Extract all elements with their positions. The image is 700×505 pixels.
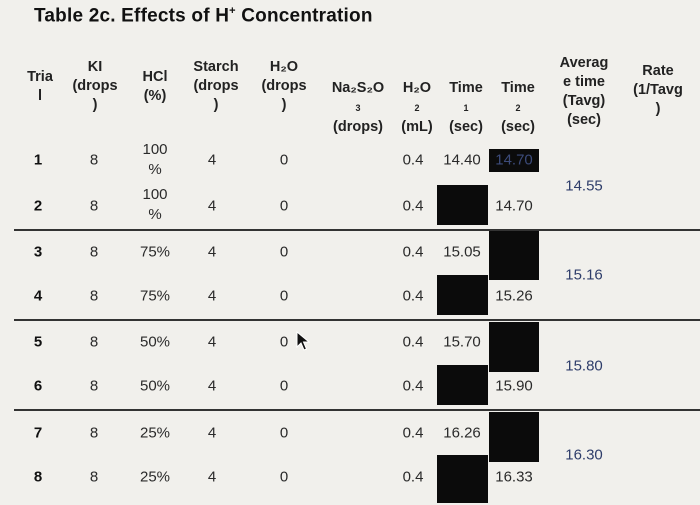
cell-hcl: 25% xyxy=(139,468,171,486)
average-time-value: 15.80 xyxy=(565,357,603,375)
header-ki: KI (drops ) xyxy=(72,59,118,113)
cell-starch: 4 xyxy=(207,424,217,442)
redaction-block xyxy=(437,455,488,503)
row-separator xyxy=(14,319,700,321)
cell-starch: 4 xyxy=(207,333,217,351)
cell-hcl: 100 % xyxy=(142,141,168,178)
cell-trial: 1 xyxy=(33,151,43,169)
cell-trial: 7 xyxy=(33,424,43,442)
average-time-value: 14.55 xyxy=(565,177,603,195)
table-title: Table 2c. Effects of H+ Concentration xyxy=(34,5,373,27)
header-starch: Starch (drops ) xyxy=(193,59,239,113)
mouse-pointer-icon xyxy=(296,331,310,351)
cell-time2: 14.70 xyxy=(495,151,533,169)
cell-time1: 15.05 xyxy=(443,243,481,261)
header-h2o-drops: H₂O (drops ) xyxy=(261,59,307,113)
cell-h2o-drops: 0 xyxy=(279,333,289,351)
cell-h2o-ml: 0.4 xyxy=(402,197,424,215)
header-trial: Tria l xyxy=(27,69,53,104)
cell-time2: 15.90 xyxy=(495,377,533,395)
cell-h2o-drops: 0 xyxy=(279,243,289,261)
cell-ki: 8 xyxy=(89,287,99,305)
cell-hcl: 75% xyxy=(139,243,171,261)
cell-trial: 3 xyxy=(33,243,43,261)
cell-time1: 16.26 xyxy=(443,424,481,442)
redaction-block xyxy=(489,149,539,172)
cell-starch: 4 xyxy=(207,468,217,486)
average-time-value: 16.30 xyxy=(565,446,603,464)
cell-h2o-ml: 0.4 xyxy=(402,468,424,486)
cell-h2o-ml: 0.4 xyxy=(402,243,424,261)
redaction-block xyxy=(489,322,539,372)
cell-h2o-ml: 0.4 xyxy=(402,377,424,395)
cell-starch: 4 xyxy=(207,377,217,395)
header-rate: Rate (1/Tavg ) xyxy=(633,63,683,117)
header-na2s2o3: Na₂S₂O 3 (drops) xyxy=(331,80,385,135)
cell-time1: 15.70 xyxy=(443,333,481,351)
cell-starch: 4 xyxy=(207,287,217,305)
cell-starch: 4 xyxy=(207,151,217,169)
cell-ki: 8 xyxy=(89,243,99,261)
cell-h2o-drops: 0 xyxy=(279,151,289,169)
cell-ki: 8 xyxy=(89,333,99,351)
cell-h2o-ml: 0.4 xyxy=(402,333,424,351)
row-separator xyxy=(14,409,700,411)
header-h2o-ml: H₂O 2 (mL) xyxy=(401,80,433,135)
redaction-block xyxy=(437,275,488,315)
cell-hcl: 50% xyxy=(139,333,171,351)
redaction-block xyxy=(437,365,488,405)
cell-h2o-drops: 0 xyxy=(279,468,289,486)
cell-time1: 14.40 xyxy=(443,151,481,169)
cell-ki: 8 xyxy=(89,468,99,486)
average-time-value: 15.16 xyxy=(565,266,603,284)
cell-trial: 2 xyxy=(33,197,43,215)
cell-trial: 6 xyxy=(33,377,43,395)
header-time2: Time 2 (sec) xyxy=(501,80,535,135)
cell-time2: 14.70 xyxy=(495,197,533,215)
cell-h2o-ml: 0.4 xyxy=(402,287,424,305)
cell-hcl: 100 % xyxy=(142,186,168,223)
cell-ki: 8 xyxy=(89,151,99,169)
redaction-block xyxy=(489,230,539,280)
cell-h2o-drops: 0 xyxy=(279,287,289,305)
cell-h2o-drops: 0 xyxy=(279,424,289,442)
cell-ki: 8 xyxy=(89,377,99,395)
cell-starch: 4 xyxy=(207,243,217,261)
header-hcl: HCl (%) xyxy=(142,69,168,104)
header-time1: Time 1 (sec) xyxy=(449,80,483,135)
cell-h2o-ml: 0.4 xyxy=(402,151,424,169)
cell-hcl: 25% xyxy=(139,424,171,442)
header-average-time: Averag e time (Tavg) (sec) xyxy=(559,55,609,128)
cell-h2o-drops: 0 xyxy=(279,377,289,395)
cell-time2: 16.33 xyxy=(495,468,533,486)
cell-time2: 15.26 xyxy=(495,287,533,305)
redaction-block xyxy=(437,185,488,225)
cell-ki: 8 xyxy=(89,197,99,215)
cell-trial: 8 xyxy=(33,468,43,486)
row-separator xyxy=(14,229,700,231)
cell-hcl: 50% xyxy=(139,377,171,395)
cell-trial: 5 xyxy=(33,333,43,351)
redaction-block xyxy=(489,412,539,462)
cell-ki: 8 xyxy=(89,424,99,442)
cell-h2o-drops: 0 xyxy=(279,197,289,215)
cell-starch: 4 xyxy=(207,197,217,215)
cell-h2o-ml: 0.4 xyxy=(402,424,424,442)
cell-trial: 4 xyxy=(33,287,43,305)
cell-hcl: 75% xyxy=(139,287,171,305)
